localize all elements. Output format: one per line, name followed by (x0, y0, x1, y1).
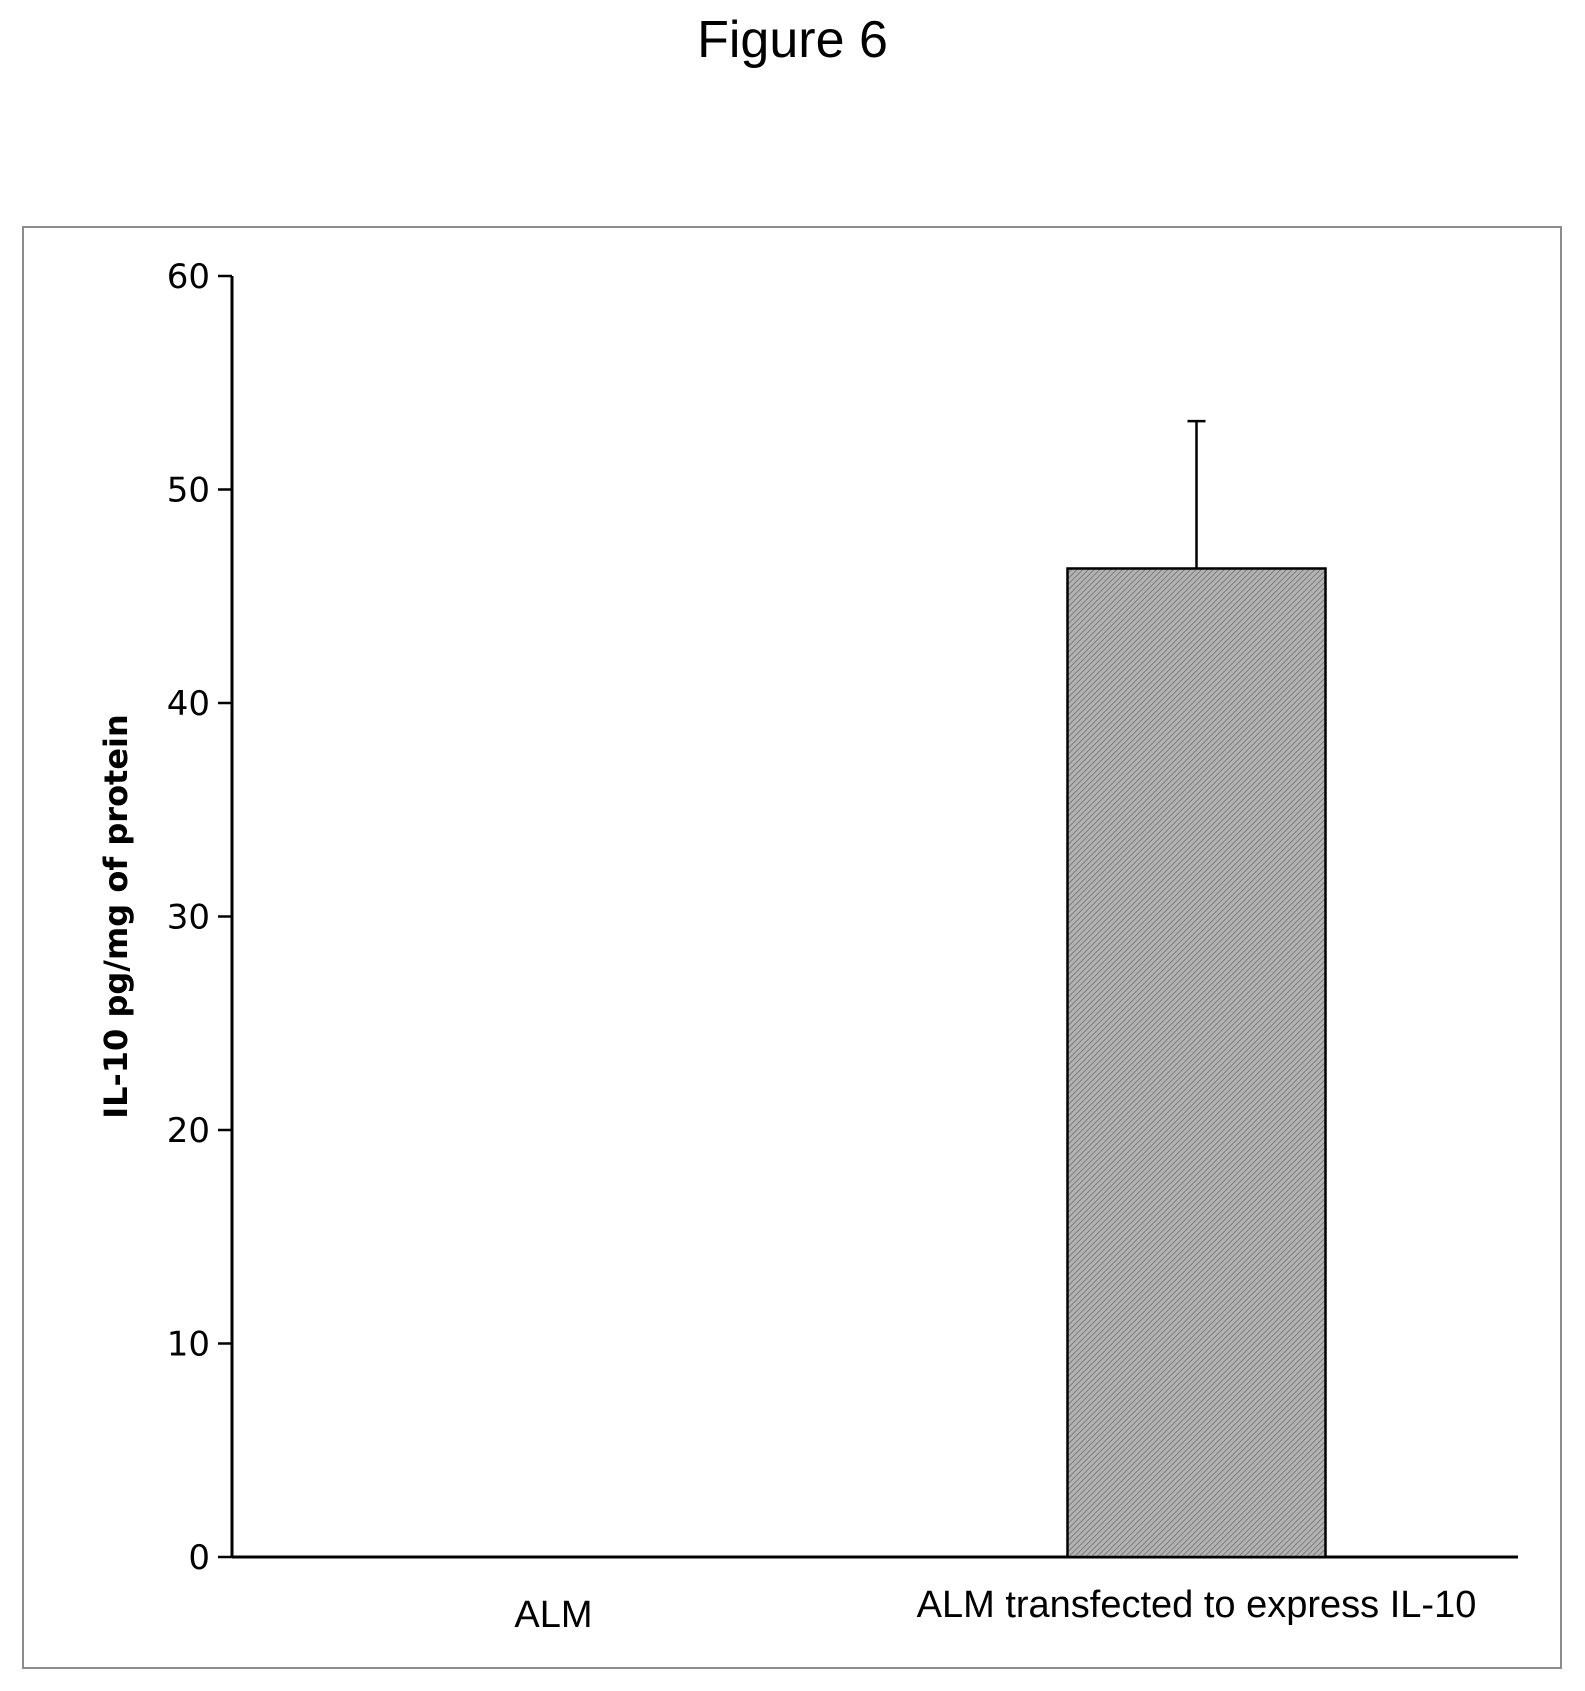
bars (1066, 567, 1327, 1559)
y-tick-label: 40 (167, 684, 210, 724)
x-category-label-1: ALM transfected to express IL-10 (917, 1584, 1477, 1626)
y-tick-label: 20 (167, 1111, 210, 1151)
y-axis-title: IL-10 pg/mg of protein (97, 714, 135, 1119)
y-tick-label: 0 (188, 1538, 210, 1578)
figure-title: Figure 6 (697, 11, 888, 69)
y-tick-label: 60 (167, 257, 210, 297)
chart-frame (22, 226, 1562, 1669)
y-tick-label: 50 (167, 471, 210, 511)
category-labels: ALM ALM transfected to express IL-10 (514, 1584, 1476, 1636)
y-axis: 0 10 20 30 40 50 60 (167, 257, 234, 1578)
y-tick-label: 30 (167, 898, 210, 938)
bar-1 (1066, 567, 1327, 1559)
x-category-label-0: ALM (514, 1594, 592, 1636)
y-tick-label: 10 (167, 1325, 210, 1365)
error-bars (1187, 419, 1206, 569)
